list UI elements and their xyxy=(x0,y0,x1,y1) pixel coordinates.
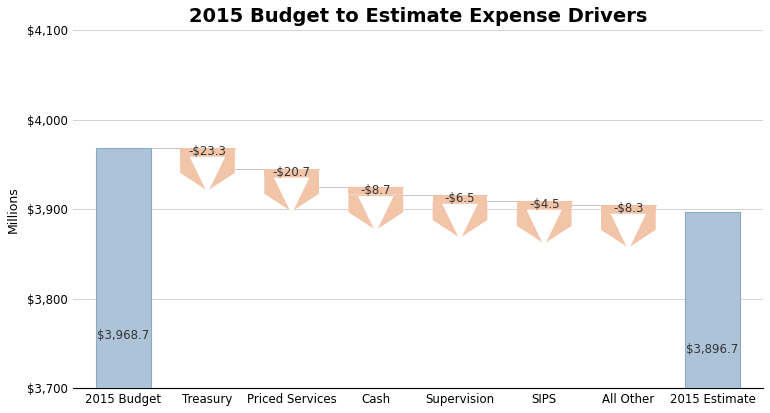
Bar xyxy=(517,201,571,208)
Text: -$20.7: -$20.7 xyxy=(273,166,310,179)
Bar xyxy=(264,169,319,176)
Polygon shape xyxy=(442,204,477,240)
Polygon shape xyxy=(264,176,319,211)
Polygon shape xyxy=(611,214,646,250)
Text: $3,968.7: $3,968.7 xyxy=(97,329,149,342)
Bar xyxy=(433,195,487,202)
Text: -$23.3: -$23.3 xyxy=(189,145,226,158)
Title: 2015 Budget to Estimate Expense Drivers: 2015 Budget to Estimate Expense Drivers xyxy=(189,7,647,26)
Bar xyxy=(96,148,151,388)
Polygon shape xyxy=(358,196,393,233)
Polygon shape xyxy=(274,178,310,214)
Polygon shape xyxy=(189,157,226,193)
Text: -$8.7: -$8.7 xyxy=(360,184,391,197)
Polygon shape xyxy=(349,194,403,230)
Polygon shape xyxy=(601,212,656,248)
Polygon shape xyxy=(527,210,562,247)
Polygon shape xyxy=(433,202,487,238)
Bar xyxy=(685,212,740,388)
Text: $3,896.7: $3,896.7 xyxy=(686,343,738,356)
Polygon shape xyxy=(180,155,235,191)
Text: -$8.3: -$8.3 xyxy=(613,202,644,215)
Text: -$4.5: -$4.5 xyxy=(529,198,560,211)
Text: -$6.5: -$6.5 xyxy=(445,192,475,205)
Bar xyxy=(180,148,235,155)
Y-axis label: Millions: Millions xyxy=(7,186,20,233)
Bar xyxy=(601,205,656,212)
Polygon shape xyxy=(517,208,571,244)
Bar xyxy=(349,187,403,194)
